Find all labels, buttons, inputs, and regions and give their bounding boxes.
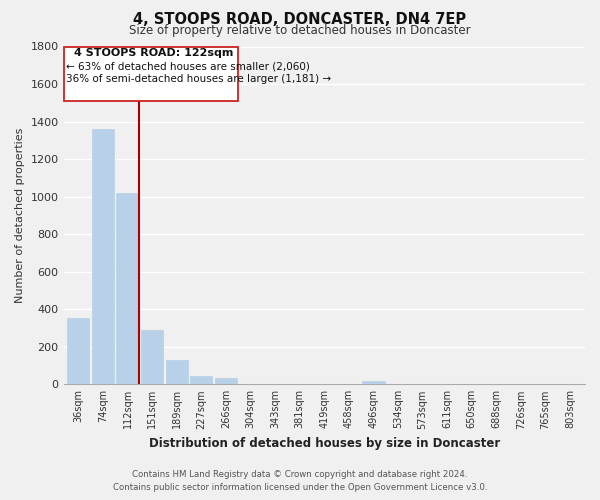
Text: 4 STOOPS ROAD: 122sqm: 4 STOOPS ROAD: 122sqm bbox=[74, 48, 233, 58]
Y-axis label: Number of detached properties: Number of detached properties bbox=[15, 128, 25, 303]
Text: 4, STOOPS ROAD, DONCASTER, DN4 7EP: 4, STOOPS ROAD, DONCASTER, DN4 7EP bbox=[133, 12, 467, 28]
Text: 36% of semi-detached houses are larger (1,181) →: 36% of semi-detached houses are larger (… bbox=[66, 74, 331, 84]
Bar bbox=[141, 330, 163, 384]
Bar bbox=[362, 380, 385, 384]
Bar bbox=[116, 193, 139, 384]
Bar bbox=[215, 378, 237, 384]
Bar bbox=[92, 129, 114, 384]
Text: Size of property relative to detached houses in Doncaster: Size of property relative to detached ho… bbox=[129, 24, 471, 37]
Bar bbox=[190, 376, 212, 384]
FancyBboxPatch shape bbox=[64, 46, 238, 101]
Text: Contains HM Land Registry data © Crown copyright and database right 2024.
Contai: Contains HM Land Registry data © Crown c… bbox=[113, 470, 487, 492]
Bar bbox=[67, 318, 89, 384]
X-axis label: Distribution of detached houses by size in Doncaster: Distribution of detached houses by size … bbox=[149, 437, 500, 450]
Bar bbox=[166, 360, 188, 384]
Text: ← 63% of detached houses are smaller (2,060): ← 63% of detached houses are smaller (2,… bbox=[66, 62, 310, 72]
